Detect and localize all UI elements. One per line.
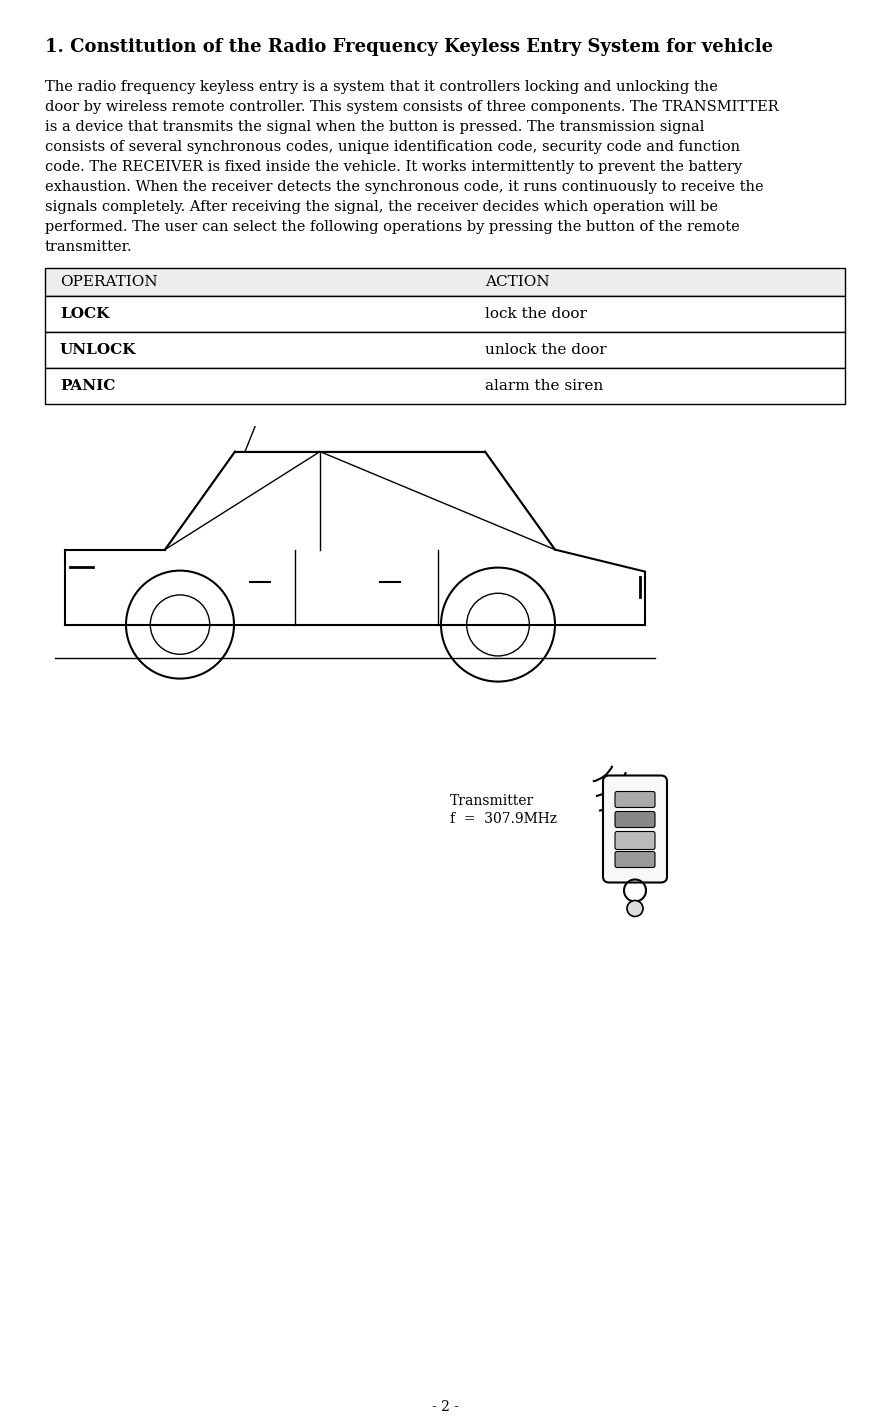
Text: unlock the door: unlock the door bbox=[485, 343, 607, 357]
FancyBboxPatch shape bbox=[603, 775, 667, 883]
FancyBboxPatch shape bbox=[615, 811, 655, 827]
Text: PANIC: PANIC bbox=[60, 378, 116, 393]
Text: Transmitter: Transmitter bbox=[450, 794, 534, 808]
Text: transmitter.: transmitter. bbox=[45, 240, 133, 254]
Text: The radio frequency keyless entry is a system that it controllers locking and un: The radio frequency keyless entry is a s… bbox=[45, 80, 718, 94]
FancyBboxPatch shape bbox=[615, 831, 655, 850]
FancyBboxPatch shape bbox=[45, 268, 845, 296]
FancyBboxPatch shape bbox=[615, 791, 655, 807]
Text: alarm the siren: alarm the siren bbox=[485, 378, 603, 393]
Text: 1. Constitution of the Radio Frequency Keyless Entry System for vehicle: 1. Constitution of the Radio Frequency K… bbox=[45, 39, 773, 56]
Text: UNLOCK: UNLOCK bbox=[60, 343, 136, 357]
Text: ACTION: ACTION bbox=[485, 276, 550, 288]
Text: - 2 -: - 2 - bbox=[432, 1399, 458, 1414]
Text: lock the door: lock the door bbox=[485, 307, 587, 321]
Text: consists of several synchronous codes, unique identification code, security code: consists of several synchronous codes, u… bbox=[45, 140, 740, 154]
Text: OPERATION: OPERATION bbox=[60, 276, 158, 288]
Text: performed. The user can select the following operations by pressing the button o: performed. The user can select the follo… bbox=[45, 220, 740, 234]
Circle shape bbox=[627, 901, 643, 917]
Text: f  =  307.9MHz: f = 307.9MHz bbox=[450, 813, 557, 825]
FancyBboxPatch shape bbox=[45, 296, 845, 331]
FancyBboxPatch shape bbox=[45, 368, 845, 404]
Text: signals completely. After receiving the signal, the receiver decides which opera: signals completely. After receiving the … bbox=[45, 200, 718, 214]
Text: LOCK: LOCK bbox=[60, 307, 109, 321]
Text: code. The RECEIVER is fixed inside the vehicle. It works intermittently to preve: code. The RECEIVER is fixed inside the v… bbox=[45, 160, 742, 174]
Text: is a device that transmits the signal when the button is pressed. The transmissi: is a device that transmits the signal wh… bbox=[45, 120, 704, 134]
Text: exhaustion. When the receiver detects the synchronous code, it runs continuously: exhaustion. When the receiver detects th… bbox=[45, 180, 764, 194]
FancyBboxPatch shape bbox=[615, 851, 655, 867]
Text: door by wireless remote controller. This system consists of three components. Th: door by wireless remote controller. This… bbox=[45, 100, 779, 114]
FancyBboxPatch shape bbox=[45, 331, 845, 368]
